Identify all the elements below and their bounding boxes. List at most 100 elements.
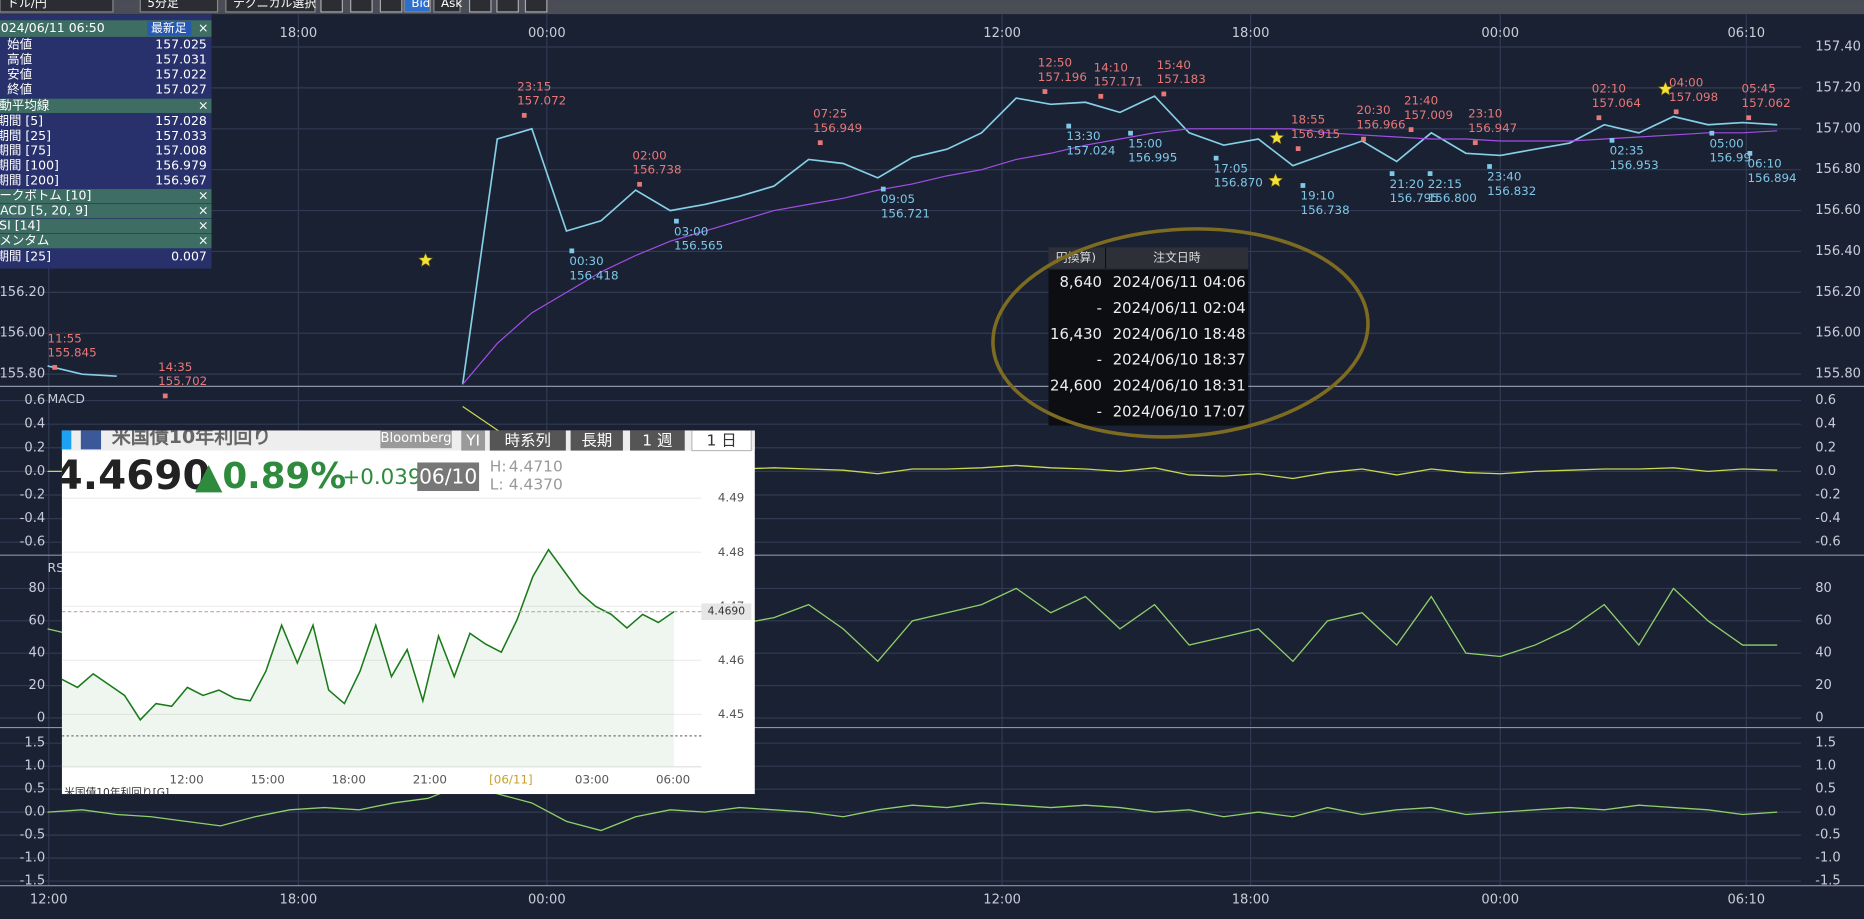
close-icon[interactable]: × <box>198 20 208 35</box>
annotation-time: 02:00 <box>632 148 666 162</box>
toolbar-label[interactable]: テクニカル選択 <box>233 0 316 10</box>
row-label: 終値 <box>7 82 32 97</box>
section-header: モメンタム <box>0 233 49 248</box>
toolbar-control[interactable] <box>139 0 219 13</box>
y-tick-label: -0.4 <box>20 511 46 526</box>
annotation-price: 157.196 <box>1038 70 1087 84</box>
annotation-time: 02:10 <box>1592 82 1626 96</box>
annotation-price: 156.795 <box>1390 191 1439 205</box>
table-cell: - <box>1097 403 1102 421</box>
toolbar-icon[interactable] <box>350 0 373 13</box>
y-tick-label: 0.0 <box>1815 464 1836 479</box>
y-tick-label: 20 <box>29 678 46 693</box>
y-tick-label: 4.49 <box>718 491 744 505</box>
panel-title: MACD <box>48 391 85 406</box>
x-tick-label: 18:00 <box>280 892 318 907</box>
close-icon[interactable]: × <box>198 97 208 112</box>
tab-label[interactable]: 長期 <box>581 432 612 450</box>
toolbar-icon[interactable] <box>496 0 519 13</box>
annotation-time: 15:40 <box>1157 58 1191 72</box>
toolbar-label[interactable]: Bid <box>411 0 430 10</box>
latest-button-label[interactable]: 最新足 <box>151 21 187 35</box>
y-tick-label: 0.4 <box>1815 417 1836 432</box>
series-area <box>61 549 675 767</box>
signal-star <box>1268 172 1284 188</box>
annotation-marker <box>1427 171 1433 176</box>
toolbar-label[interactable]: Ask <box>441 0 462 10</box>
row-value: 157.028 <box>155 113 207 128</box>
y-tick-label: 156.20 <box>1815 285 1861 300</box>
info-panel: 2024/06/11 06:50 最新足 × 始値 157.025 高値 157.031 安値… <box>0 14 212 269</box>
y-tick-label: 156.40 <box>1815 244 1861 259</box>
facebook-icon[interactable] <box>80 430 102 450</box>
annotation-price: 157.064 <box>1592 96 1641 110</box>
toolbar-icon[interactable] <box>524 0 548 13</box>
x-tick-label: 15:00 <box>251 772 285 786</box>
close-icon[interactable]: × <box>198 233 208 248</box>
tab-label[interactable]: 1 日 <box>707 432 737 450</box>
annotation-marker <box>52 364 58 370</box>
low-value: 4.4370 <box>509 476 563 494</box>
row-value: 157.031 <box>155 52 207 67</box>
annotation-marker <box>1161 91 1167 97</box>
widget-footer: 米国債10年利回り[G] <box>64 786 169 799</box>
close-icon[interactable]: × <box>198 188 208 203</box>
annotation-price: 156.99 <box>1709 151 1751 165</box>
toolbar-control[interactable] <box>403 0 431 13</box>
annotation-marker <box>1709 130 1715 136</box>
toolbar-icon[interactable] <box>379 0 403 13</box>
tab-label[interactable]: YI <box>465 432 480 450</box>
annotation-price: 157.062 <box>1742 96 1791 110</box>
section-header-bg <box>0 233 212 249</box>
annotation-time: 04:00 <box>1669 76 1703 90</box>
annotation-marker <box>1066 123 1072 129</box>
tab[interactable] <box>461 430 486 451</box>
y-tick-label: 4.45 <box>718 707 744 721</box>
row-label: 期間 [75] <box>0 143 51 158</box>
y-tick-label: 0 <box>37 711 45 726</box>
x-tick-label: 12:00 <box>983 892 1021 907</box>
y-tick-label: 80 <box>1815 581 1832 596</box>
toolbar-icon[interactable] <box>468 0 492 13</box>
close-icon[interactable]: × <box>198 203 208 218</box>
y-tick-label: 20 <box>1815 678 1832 693</box>
y-tick-label: -1.0 <box>1815 851 1841 866</box>
annotation-marker <box>1098 93 1104 99</box>
annotation-time: 14:35 <box>158 360 192 374</box>
latest-button[interactable] <box>147 21 192 36</box>
annotation-marker <box>674 218 679 224</box>
panel: 1.5 1.5 1.0 1.0 0.5 0.5 0.0 0.0 -0.5 -0.5 -1.0 -1.0… <box>0 736 1864 889</box>
close-icon[interactable]: × <box>198 218 208 233</box>
toolbar-control[interactable] <box>0 0 114 13</box>
tab[interactable] <box>630 430 685 451</box>
tab-label[interactable]: 1 週 <box>642 432 672 450</box>
twitter-icon[interactable] <box>61 430 72 450</box>
y-tick-label: -0.4 <box>1815 511 1841 526</box>
annotation-time: 03:00 <box>674 224 708 238</box>
annotation-marker <box>162 393 168 399</box>
y-tick-label: 155.80 <box>1815 367 1861 382</box>
x-tick-label: 21:00 <box>413 772 447 786</box>
annotation-time: 18:55 <box>1291 113 1325 127</box>
y-tick-label: 0.5 <box>24 782 45 797</box>
y-tick-label: 1.5 <box>1815 736 1836 751</box>
toolbar-label[interactable]: ドル/円 <box>7 0 47 10</box>
y-tick-label: 155.80 <box>0 367 45 382</box>
toolbar-bg <box>0 0 1864 15</box>
y-tick-label: 1.0 <box>1815 759 1836 774</box>
y-tick-label: 0.5 <box>1815 782 1836 797</box>
tab-label[interactable]: 時系列 <box>505 432 551 450</box>
tab[interactable] <box>489 430 566 451</box>
toolbar-icon[interactable] <box>320 0 343 13</box>
toolbar-label[interactable]: 5分足 <box>147 0 178 10</box>
tab[interactable] <box>570 430 623 451</box>
toolbar-control[interactable] <box>433 0 461 13</box>
annotation-time: 11:55 <box>48 331 82 345</box>
y-tick-label: 60 <box>1815 613 1832 628</box>
y-tick-label: 40 <box>29 646 46 661</box>
toolbar-control[interactable] <box>225 0 316 13</box>
tab[interactable] <box>691 430 752 452</box>
annotation-marker <box>1487 164 1492 169</box>
